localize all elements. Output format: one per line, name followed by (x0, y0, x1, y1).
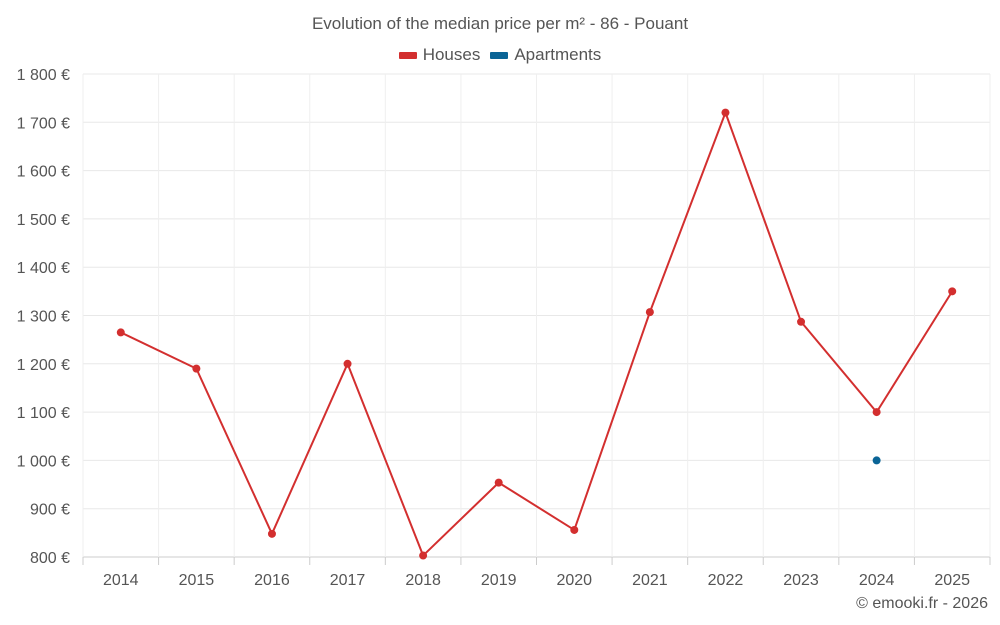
data-point-houses (570, 525, 579, 534)
x-tick-label: 2014 (103, 572, 139, 589)
x-tick-label: 2015 (179, 572, 215, 589)
data-point-houses (494, 478, 503, 487)
x-tick-label: 2017 (330, 572, 366, 589)
data-point-apartments (872, 456, 881, 465)
chart-title: Evolution of the median price per m² - 8… (311, 14, 689, 33)
data-point-houses (872, 408, 881, 417)
y-tick-label: 900 € (30, 502, 70, 519)
credit-text: © emooki.fr - 2026 (856, 595, 988, 612)
data-point-houses (192, 364, 201, 373)
legend-swatch-houses (398, 51, 417, 59)
data-point-houses (343, 359, 352, 368)
data-point-houses (267, 529, 276, 538)
chart-legend: Houses Apartments (0, 45, 1000, 65)
legend-item-apartments[interactable]: Apartments (490, 45, 601, 65)
y-tick-label: 1 100 € (17, 405, 70, 422)
data-point-houses (948, 287, 957, 296)
x-tick-label: 2025 (934, 572, 970, 589)
y-tick-label: 1 200 € (17, 357, 70, 374)
x-axis: 2014 2015 2016 2017 2018 2019 2020 2021 2022 2023… (82, 557, 991, 589)
data-point-houses (797, 317, 806, 326)
y-axis: 800 € 900 € 1 000 € 1 100 € 1 200 € 1 300 € 1 … (17, 67, 70, 567)
y-tick-label: 800 € (30, 550, 70, 567)
y-tick-label: 1 800 € (17, 67, 70, 84)
grid (82, 73, 991, 558)
y-tick-label: 1 400 € (17, 260, 70, 277)
x-tick-label: 2024 (859, 572, 895, 589)
x-tick-label: 2018 (405, 572, 441, 589)
y-tick-label: 1 600 € (17, 164, 70, 181)
y-tick-label: 1 700 € (17, 115, 70, 132)
x-tick-label: 2020 (556, 572, 592, 589)
series-lines (120, 111, 954, 557)
series-points (116, 108, 957, 560)
legend-label-houses: Houses (422, 45, 481, 64)
data-point-houses (116, 328, 125, 337)
data-point-houses (645, 308, 654, 317)
x-tick-label: 2019 (481, 572, 517, 589)
legend-swatch-apartments (490, 51, 509, 59)
y-tick-label: 1 000 € (17, 453, 70, 470)
y-tick-label: 1 300 € (17, 309, 70, 326)
series-line-houses (120, 111, 954, 557)
x-tick-label: 2023 (783, 572, 819, 589)
legend-label-apartments: Apartments (514, 45, 602, 64)
data-point-houses (419, 551, 428, 560)
y-tick-label: 1 500 € (17, 212, 70, 229)
data-point-houses (721, 108, 730, 117)
x-tick-label: 2022 (708, 572, 744, 589)
x-tick-label: 2021 (632, 572, 668, 589)
x-tick-label: 2016 (254, 572, 290, 589)
legend-item-houses[interactable]: Houses (398, 45, 481, 65)
